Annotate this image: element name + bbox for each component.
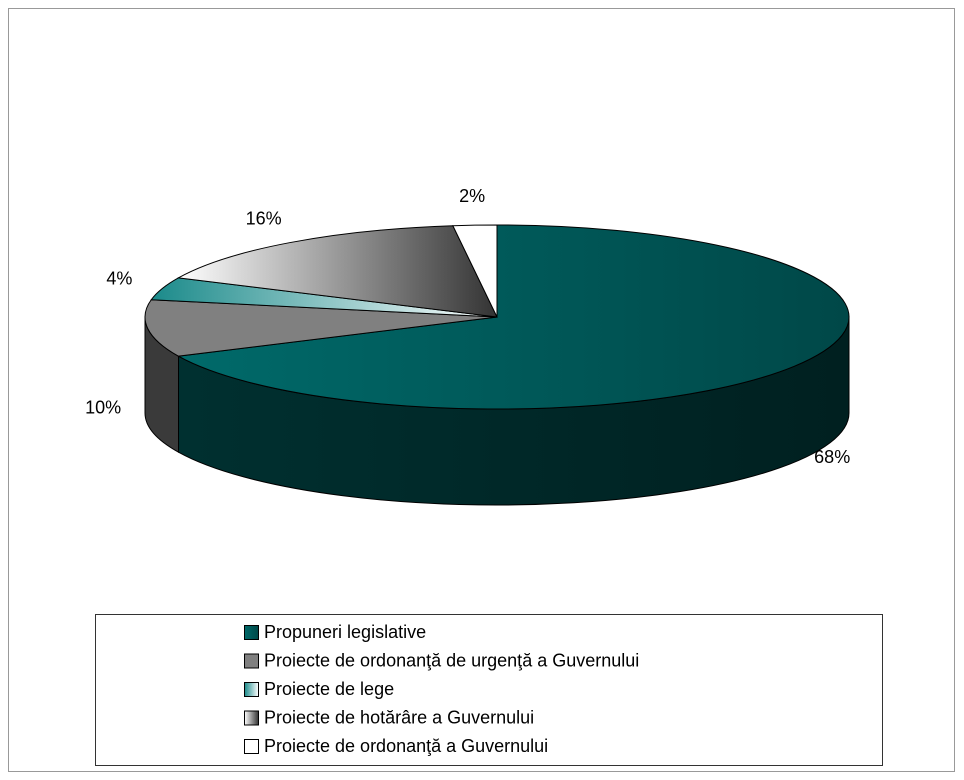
legend-box	[95, 614, 883, 766]
data-label: 2%	[459, 186, 485, 206]
legend-label: Propuneri legislative	[264, 622, 426, 642]
data-label: 4%	[106, 269, 132, 289]
legend-swatch	[244, 625, 259, 640]
slice	[176, 225, 498, 318]
slice	[452, 224, 498, 318]
data-label: 68%	[814, 447, 850, 467]
legend-label: Proiecte de lege	[264, 679, 394, 699]
legend-label: Proiecte de ordonanţă a Guvernului	[264, 736, 548, 756]
slice	[176, 224, 850, 410]
legend-swatch	[244, 653, 259, 669]
legend-swatch	[244, 739, 259, 754]
data-label: 10%	[85, 398, 121, 418]
data-label: 16%	[246, 209, 282, 229]
slice	[144, 299, 498, 357]
legend-label: Proiecte de hotărâre a Guvernului	[264, 707, 534, 727]
legend-label: Proiecte de ordonanţă de urgenţă a Guver…	[264, 650, 639, 670]
legend-swatch	[244, 710, 259, 726]
legend-swatch	[244, 682, 259, 697]
